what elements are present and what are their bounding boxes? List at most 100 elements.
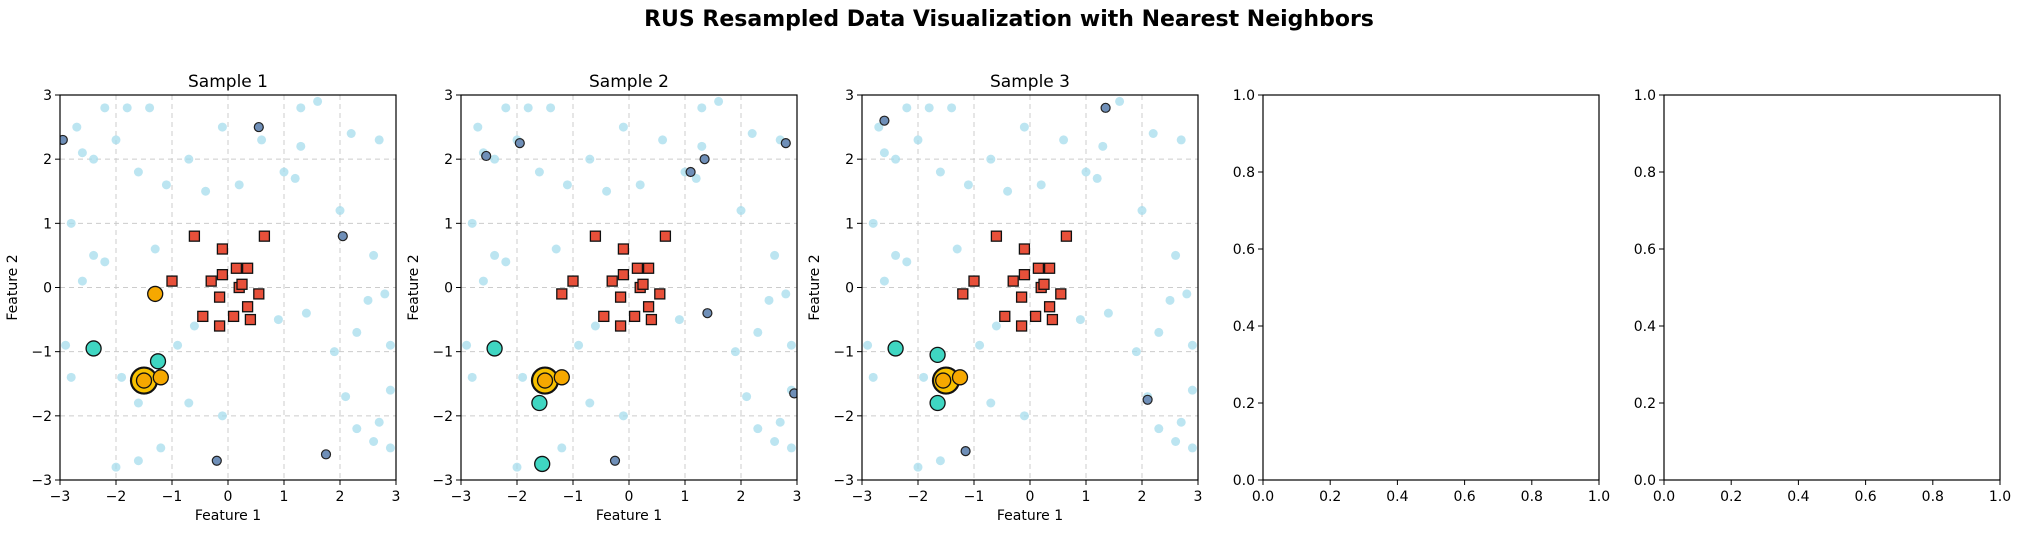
background-point: [585, 154, 595, 164]
background-point: [1098, 141, 1108, 151]
square-point: [642, 301, 655, 313]
background-point: [374, 417, 384, 427]
square-point: [659, 230, 672, 242]
square-point: [642, 262, 655, 274]
selected-point: [320, 449, 332, 460]
background-point: [863, 340, 873, 350]
square-point: [957, 288, 969, 300]
background-point: [501, 103, 511, 113]
background-point: [1059, 135, 1069, 145]
y-tick-label: 0.0: [1634, 473, 1656, 489]
square-point: [598, 310, 610, 323]
selected-point: [337, 231, 348, 242]
background-point: [736, 206, 746, 215]
y-tick-label: 0.2: [1233, 396, 1255, 412]
background-point: [1131, 347, 1141, 357]
x-tick-label: 1.0: [1588, 489, 1610, 505]
square-point: [216, 243, 229, 255]
background-point: [585, 398, 595, 408]
x-tick-label: 0.6: [1854, 489, 1876, 505]
figure-title: RUS Resampled Data Visualization with Ne…: [644, 7, 1374, 32]
square-point: [1018, 269, 1031, 281]
x-tick-label: −1: [964, 489, 985, 505]
selected-point: [1142, 394, 1153, 405]
focus-point: [536, 372, 554, 389]
square-point: [253, 288, 265, 300]
background-point: [369, 437, 379, 446]
plot-area: [60, 96, 395, 472]
square-point: [614, 291, 627, 303]
background-point: [1171, 250, 1181, 260]
square-point: [1032, 262, 1045, 274]
background-point: [786, 443, 796, 453]
square-point: [258, 230, 271, 242]
background-point: [742, 392, 752, 402]
x-tick-label: 0: [1026, 489, 1035, 505]
y-tick-label: 1.0: [1233, 88, 1255, 104]
x-tick-label: 1.0: [1989, 489, 2011, 505]
focus-point: [147, 285, 164, 303]
background-point: [786, 340, 796, 350]
focus-point: [951, 369, 969, 386]
x-tick-label: 1: [280, 489, 289, 505]
square-point: [205, 275, 217, 287]
background-point: [501, 257, 511, 267]
background-point: [490, 250, 500, 260]
subplot-4: 0.0 0.2 0.4 0.6 0.8 1.0 0.0 0.2 0.4 0.6 0.8 1.0: [1233, 88, 1610, 505]
neighbor-point: [534, 455, 551, 473]
background-point: [562, 180, 572, 190]
y-tick-label: 3: [444, 88, 453, 104]
selected-point: [211, 455, 222, 466]
background-point: [189, 321, 199, 331]
background-point: [145, 103, 155, 113]
background-point: [335, 206, 345, 215]
x-tick-label: 0.8: [1922, 489, 1944, 505]
x-tick-label: 3: [1194, 489, 1203, 505]
square-point: [606, 275, 618, 287]
background-point: [462, 340, 472, 350]
y-tick-label: 0.6: [1634, 242, 1656, 258]
subplot-1: −3 −2 −1 0 1 2 3 −3 −2 −1 0 1 2 3 Sample 1 Feature 1 Fea…: [5, 72, 400, 524]
square-point: [1007, 275, 1019, 287]
background-point: [296, 141, 306, 151]
square-point: [617, 269, 630, 281]
background-point: [730, 347, 740, 357]
background-point: [1092, 173, 1102, 183]
y-tick-label: 1: [444, 216, 453, 232]
background-point: [1187, 443, 1197, 453]
background-point: [691, 173, 701, 183]
x-tick-label: 0: [625, 489, 634, 505]
square-point: [1055, 288, 1067, 300]
plot-area: [863, 96, 1197, 472]
background-point: [1154, 327, 1164, 337]
background-point: [602, 186, 612, 196]
x-tick-label: 0: [224, 489, 233, 505]
background-point: [133, 398, 143, 408]
square-point: [1046, 313, 1059, 326]
background-point: [133, 167, 143, 177]
background-point: [913, 462, 923, 472]
background-point: [1187, 385, 1197, 395]
plot-area: [462, 96, 797, 473]
background-point: [122, 103, 132, 113]
background-point: [133, 456, 143, 466]
background-point: [100, 257, 110, 267]
background-point: [775, 417, 785, 427]
background-point: [473, 122, 483, 132]
y-tick-label: 0.8: [1634, 165, 1656, 181]
x-tick-label: 3: [392, 489, 401, 505]
subplot-2: −3 −2 −1 0 1 2 3 −3 −2 −1 0 1 2 3 Sample 2 Feature 1 Fea…: [406, 72, 801, 524]
y-tick-label: 0.4: [1233, 319, 1255, 335]
background-point: [523, 103, 533, 113]
subplots: −3 −2 −1 0 1 2 3 −3 −2 −1 0 1 2 3 Sample 1 Feature 1 Fea…: [5, 72, 2011, 524]
background-point: [478, 276, 488, 286]
square-point: [1029, 310, 1042, 323]
x-tick-label: 0.0: [1252, 489, 1274, 505]
x-tick-label: 1: [681, 489, 690, 505]
axes-frame: [1262, 94, 1600, 481]
background-point: [161, 180, 171, 190]
subplot-5: 0.0 0.2 0.4 0.6 0.8 1.0 0.0 0.2 0.4 0.6 0.8 1.0: [1634, 88, 2011, 505]
background-point: [868, 372, 878, 382]
background-point: [697, 141, 707, 151]
y-tick-label: −2: [31, 409, 52, 425]
